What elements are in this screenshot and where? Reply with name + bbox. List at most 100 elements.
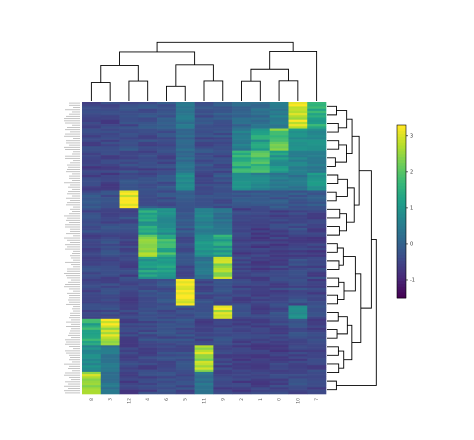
row-dendrogram-link [327,174,339,185]
column-tick-label: 0 [277,398,283,401]
heatmap-cell [157,336,177,339]
heatmap-cell [194,356,214,359]
heatmap-cell [232,347,252,351]
heatmap-cell [307,239,327,242]
row-dendrogram-link [327,191,337,202]
heatmap-cell [194,338,214,342]
heatmap-cell [269,230,289,233]
heatmap-cell [175,139,195,143]
heatmap-cell [157,110,177,114]
heatmap-cell [82,296,102,300]
heatmap-cell [194,203,214,207]
heatmap-cell [269,190,289,193]
heatmap-cell [119,272,139,275]
heatmap-cell [175,197,195,200]
heatmap-cell [157,389,177,393]
heatmap-cell [232,309,252,313]
heatmap-cell [194,137,214,140]
row-dendrogram-link [351,273,362,343]
heatmap-cell [100,287,120,291]
heatmap-cell [175,267,195,271]
heatmap-cell [213,104,233,107]
heatmap-cell [175,250,195,253]
heatmap-cell [288,239,308,242]
heatmap-cell [82,170,102,174]
heatmap-cell [307,102,327,105]
heatmap-cell [250,360,270,364]
heatmap-cell [100,121,120,125]
heatmap-cell [288,230,308,233]
heatmap-cell [138,126,158,129]
heatmap-cell [194,172,214,176]
heatmap-cell [175,155,195,158]
heatmap-cell [157,356,177,359]
heatmap-cell [100,106,120,109]
heatmap-cell [100,179,120,182]
heatmap-cell [194,205,214,209]
heatmap-cell [138,369,158,373]
heatmap-cell [232,296,252,300]
heatmap-cell [213,146,233,149]
heatmap-cell [194,197,214,200]
heatmap-cell [119,221,139,224]
heatmap-cell [288,217,308,220]
heatmap-cell [307,360,327,364]
heatmap-cell [307,250,327,253]
heatmap-cell [157,358,177,362]
heatmap-cell [175,321,195,324]
heatmap-cell [307,307,327,311]
heatmap-cell [138,387,158,390]
row-dendrogram-link [336,110,348,129]
heatmap-cell [307,232,327,236]
heatmap-cell [119,278,139,282]
heatmap-cell [213,245,233,249]
heatmap-cell [213,236,233,240]
heatmap-cell [138,316,158,320]
heatmap-cell [250,298,270,302]
colorbar-segment [397,199,406,204]
heatmap-cell [232,365,252,368]
heatmap-cell [175,108,195,112]
heatmap-cell [138,296,158,300]
heatmap-cell [194,327,214,331]
heatmap-cell [175,276,195,280]
heatmap-cell [175,265,195,269]
heatmap-cell [232,336,252,339]
heatmap-cell [194,250,214,253]
heatmap-cell [269,179,289,182]
heatmap-cell [82,221,102,224]
heatmap-cell [213,199,233,202]
heatmap-cell [307,148,327,151]
heatmap-cell [100,245,120,249]
heatmap-cell [100,281,120,284]
heatmap-cell [100,272,120,275]
heatmap-cell [82,146,102,149]
heatmap-cell [269,236,289,240]
heatmap-cell [119,374,139,377]
heatmap-cell [269,252,289,255]
heatmap-cell [157,340,177,344]
heatmap-cell [100,135,120,138]
heatmap-cell [250,296,270,300]
heatmap-cell [307,349,327,353]
heatmap-cell [269,110,289,114]
heatmap-cell [157,157,177,160]
heatmap-cell [157,267,177,271]
colorbar-segment [397,205,406,210]
heatmap-cell [307,391,327,395]
heatmap-cell [138,157,158,160]
heatmap-cell [288,351,308,355]
heatmap-cell [82,212,102,216]
heatmap-cell [82,108,102,112]
heatmap-cell [175,365,195,368]
heatmap-cell [269,117,289,120]
heatmap-cell [307,312,327,315]
heatmap-cell [175,148,195,151]
colorbar-segment [397,188,406,192]
heatmap-cell [269,281,289,284]
heatmap-cell [157,188,177,191]
heatmap-cell [194,248,214,251]
heatmap-cell [194,329,214,333]
heatmap-cell [250,194,270,198]
heatmap-cell [288,369,308,373]
